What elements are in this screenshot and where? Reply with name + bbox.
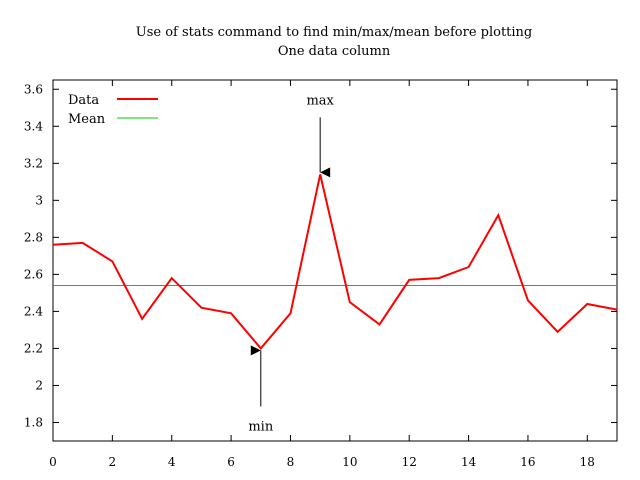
legend-label-mean: Mean [68, 112, 106, 127]
x-tick-label: 16 [520, 455, 535, 469]
x-tick-label: 6 [227, 455, 235, 469]
y-tick-label: 3 [35, 193, 43, 207]
x-tick-label: 2 [109, 455, 117, 469]
y-tick-label: 3.4 [24, 119, 43, 133]
y-tick-label: 3.6 [24, 82, 43, 96]
annotations-group: max min [248, 93, 334, 434]
data-series-line [52, 174, 618, 350]
y-tick-label: 2 [35, 378, 43, 392]
plot-frame [52, 79, 618, 442]
x-tick-label: 8 [287, 455, 295, 469]
x-tick-label: 12 [402, 455, 417, 469]
x-tick-label: 18 [580, 455, 595, 469]
max-annotation-label: max [306, 93, 334, 108]
x-tick-label: 4 [168, 455, 176, 469]
y-tick-label: 2.4 [24, 304, 43, 318]
chart-subtitle: One data column [278, 44, 391, 59]
min-annotation-label: min [248, 419, 273, 434]
y-tick-label: 3.2 [24, 156, 43, 170]
axes-group: 0 2 4 6 8 10 12 14 16 18 1.8 2 2.2 2.4 2.6 2.8 3 3.2 3.4 3.… [24, 80, 617, 469]
x-tick-label: 0 [49, 455, 57, 469]
chart-title: Use of stats command to find min/max/mea… [136, 25, 533, 40]
x-tick-label: 10 [342, 455, 357, 469]
y-tick-label: 2.8 [24, 230, 43, 244]
legend: Data Mean [68, 93, 158, 127]
series-group [52, 174, 618, 350]
y-tick-label: 1.8 [24, 415, 43, 429]
x-tick-label: 14 [461, 455, 477, 469]
y-tick-label: 2.2 [24, 341, 43, 355]
legend-label-data: Data [68, 93, 99, 108]
y-tick-label: 2.6 [24, 267, 43, 281]
